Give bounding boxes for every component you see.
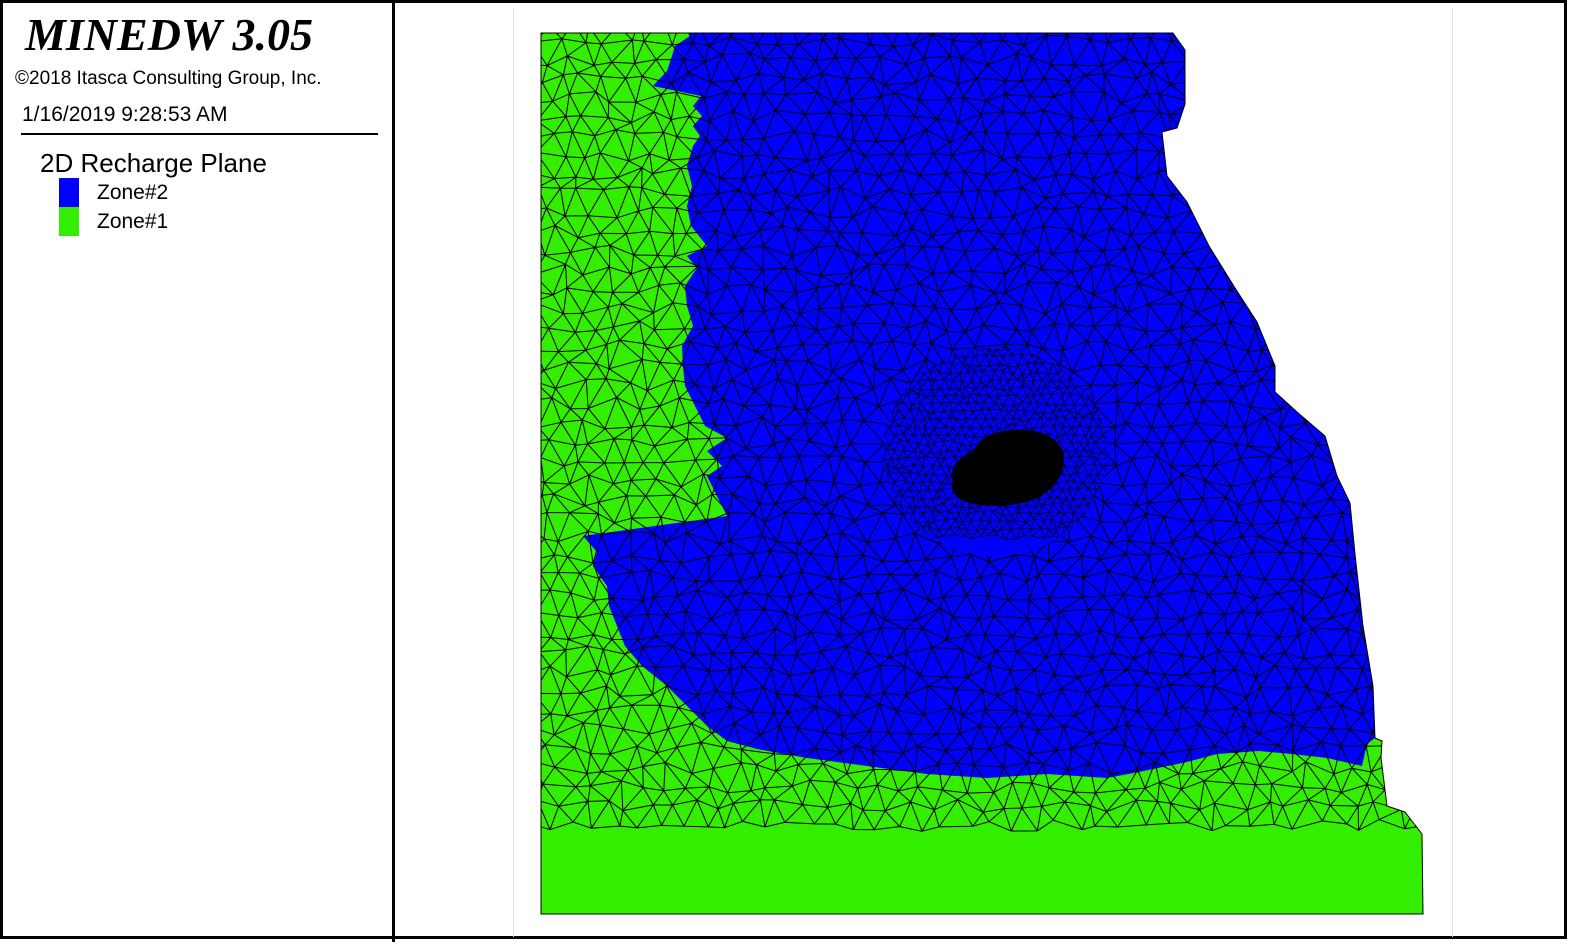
- timestamp: 1/16/2019 9:28:53 AM: [22, 103, 228, 126]
- app-title: MINEDW 3.05: [25, 9, 313, 60]
- domain-outline: [540, 32, 1424, 915]
- legend-item-zone-2: Zone#2: [59, 178, 168, 207]
- legend-swatch-zone-2: [59, 178, 79, 207]
- refined-mesh-area: [883, 348, 1107, 556]
- legend-title: 2D Recharge Plane: [40, 148, 267, 178]
- legend-swatch-zone-1: [59, 207, 79, 236]
- copyright-text: ©2018 Itasca Consulting Group, Inc.: [15, 68, 322, 89]
- model-viewport[interactable]: [397, 6, 1567, 939]
- legend-label-zone-1: Zone#1: [97, 209, 169, 233]
- mesh-view: [540, 32, 1424, 915]
- divider: [21, 133, 378, 135]
- dense-mesh-core: [951, 429, 1064, 506]
- legend-item-zone-1: Zone#1: [59, 207, 168, 236]
- canvas-frame: [513, 8, 1453, 937]
- legend-label-zone-2: Zone#2: [97, 180, 169, 204]
- legend-panel: MINEDW 3.05 ©2018 Itasca Consulting Grou…: [3, 3, 395, 942]
